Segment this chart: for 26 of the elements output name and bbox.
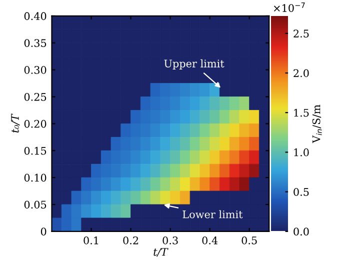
x-tick-label: 0.2 [123, 236, 138, 244]
y-tick-label: 0.10 [24, 174, 46, 182]
color-bar-label: 2.5 [294, 30, 309, 38]
annotation: Lower limit [182, 210, 243, 218]
y-tick-label: 0.05 [24, 200, 46, 209]
y-tick-label: 0.40 [24, 12, 46, 20]
y-tick-label: 0.15 [24, 146, 46, 155]
x-tick-label: 0.5 [242, 236, 257, 244]
y-axis-title: t₀/T [11, 114, 20, 133]
color-bar-label: 0.5 [294, 188, 309, 196]
color-bar-label: 1.0 [294, 148, 309, 156]
annotation: Upper limit [164, 59, 224, 70]
color-bar-title: V$_{in}$/S/m [312, 104, 322, 144]
x-tick-label: 0.1 [84, 236, 98, 244]
color-bar-label: 2.0 [294, 69, 309, 78]
y-tick-label: 0 [40, 228, 46, 236]
color-bar-label: 1.5 [294, 108, 309, 117]
text: ×10$^{−7}$ [274, 2, 305, 12]
y-tick-label: 0.30 [24, 66, 46, 74]
y-tick-label: 0.25 [24, 92, 46, 101]
x-axis-title: t/T [154, 248, 168, 257]
y-tick-label: 0.20 [24, 120, 46, 128]
x-tick-label: 0.4 [202, 236, 218, 244]
y-tick-label: 0.35 [24, 39, 46, 47]
color-bar-label: 0.0 [294, 228, 309, 236]
x-tick-label: 0.3 [162, 236, 178, 244]
